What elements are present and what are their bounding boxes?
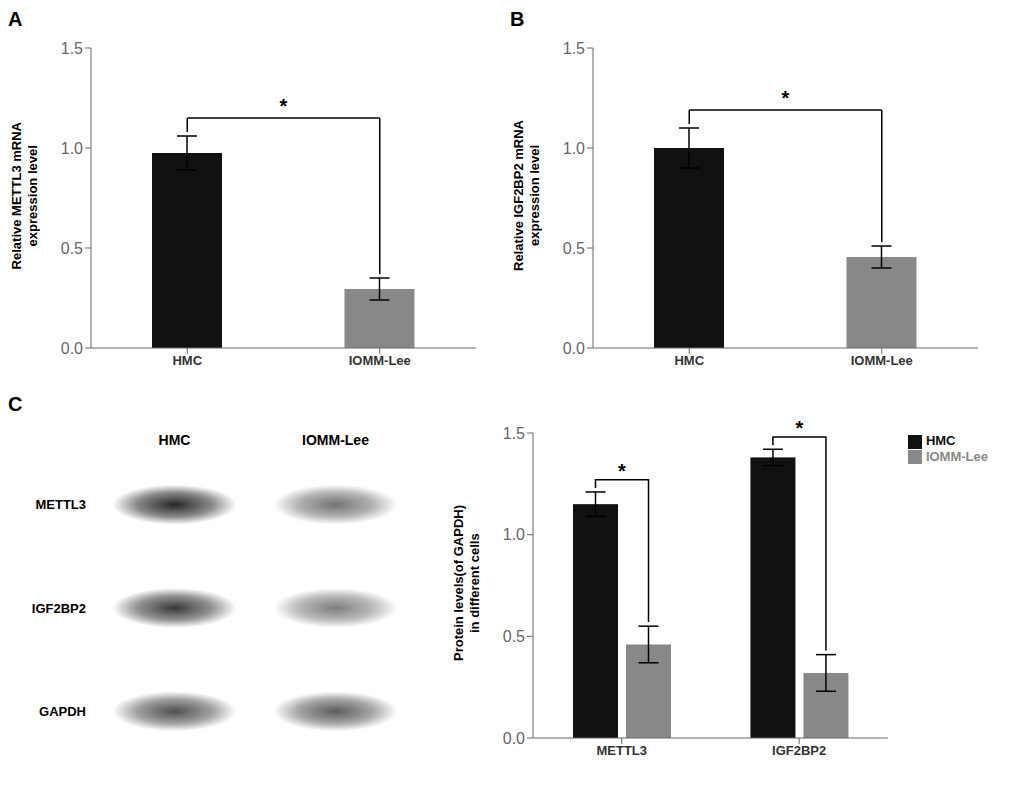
- svg-text:0.5: 0.5: [61, 240, 83, 257]
- svg-text:*: *: [782, 87, 790, 109]
- svg-text:GAPDH: GAPDH: [39, 704, 86, 719]
- svg-text:*: *: [280, 95, 288, 117]
- svg-text:METTL3: METTL3: [35, 497, 86, 512]
- html-text:A: A: [8, 8, 23, 30]
- html-text:Relative METTL3 mRNA expressio: Relative METTL3 mRNA expression level: [9, 121, 40, 270]
- svg-text:0.0: 0.0: [563, 340, 585, 357]
- svg-text:0.5: 0.5: [563, 240, 585, 257]
- html-text:Protein levels(of GAPDH) in di: Protein levels(of GAPDH) in different ce…: [451, 505, 482, 661]
- html-text:C: C: [8, 393, 23, 415]
- svg-text:*: *: [796, 417, 804, 439]
- svg-text:1.5: 1.5: [61, 40, 83, 57]
- svg-text:HMC: HMC: [172, 353, 202, 368]
- svg-text:IOMM-Lee: IOMM-Lee: [851, 353, 913, 368]
- svg-text:1.0: 1.0: [503, 526, 525, 543]
- svg-text:0.0: 0.0: [61, 340, 83, 357]
- svg-text:IGF2BP2: IGF2BP2: [772, 743, 826, 758]
- svg-text:0.0: 0.0: [503, 730, 525, 747]
- html-text:Relative IGF2BP2 mRNA expressi: Relative IGF2BP2 mRNA expression level: [511, 120, 542, 271]
- html-text:IOMM-Lee: IOMM-Lee: [925, 448, 988, 464]
- svg-text:0.5: 0.5: [503, 628, 525, 645]
- svg-text:HMC: HMC: [674, 353, 704, 368]
- svg-text:IOMM-Lee: IOMM-Lee: [302, 432, 369, 448]
- svg-text:1.5: 1.5: [503, 425, 525, 442]
- svg-text:METTL3: METTL3: [596, 743, 647, 758]
- svg-text:1.0: 1.0: [563, 140, 585, 157]
- html-text:B: B: [510, 8, 525, 30]
- svg-text:1.0: 1.0: [61, 140, 83, 157]
- svg-text:*: *: [618, 460, 626, 482]
- html-text:HMC: HMC: [925, 433, 956, 448]
- svg-text:HMC: HMC: [159, 432, 191, 448]
- svg-text:IGF2BP2: IGF2BP2: [32, 601, 86, 616]
- svg-text:1.5: 1.5: [563, 40, 585, 57]
- svg-text:IOMM-Lee: IOMM-Lee: [349, 353, 411, 368]
